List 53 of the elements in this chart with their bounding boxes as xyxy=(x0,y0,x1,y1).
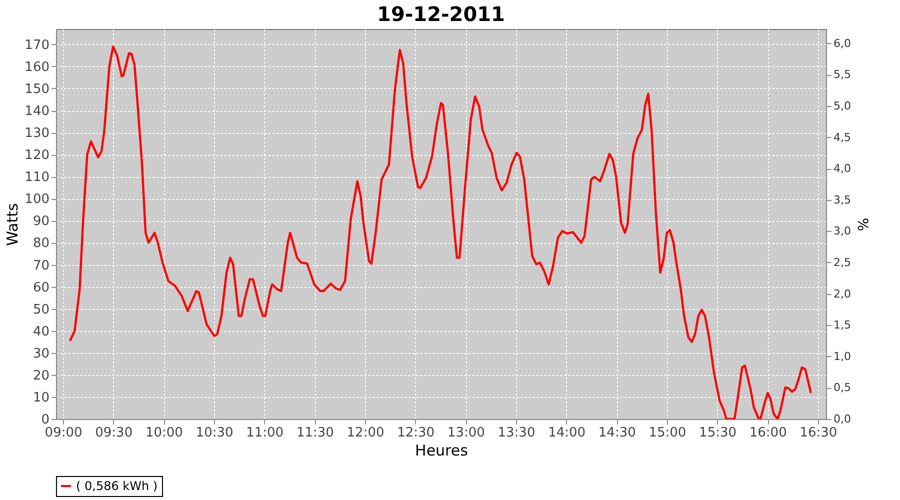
y-tick-label: 30 xyxy=(32,346,50,362)
y-tick-label: 50 xyxy=(32,302,50,318)
x-tick-label: 12:00 xyxy=(346,426,384,440)
y-tick-label: 130 xyxy=(24,126,50,142)
y-axis-title: Watts xyxy=(4,203,22,246)
x-tick-label: 14:00 xyxy=(548,426,586,440)
x-tick-label: 09:30 xyxy=(95,426,133,440)
y-tick-label: 0 xyxy=(41,412,50,428)
y2-tick-label: 2,0 xyxy=(834,287,851,300)
y-tick-label: 10 xyxy=(32,390,50,406)
x-tick-label: 10:00 xyxy=(145,426,183,440)
y2-tick-label: 3,5 xyxy=(834,193,851,206)
x-tick-label: 13:30 xyxy=(498,426,536,440)
y2-tick-label: 5,0 xyxy=(834,100,851,112)
x-tick-label: 11:00 xyxy=(246,426,284,440)
legend-label: ( 0,586 kWh ) xyxy=(76,479,158,493)
y-tick-label: 40 xyxy=(32,324,50,340)
y2-tick-label: 1,5 xyxy=(834,318,851,332)
y2-tick-label: 4,0 xyxy=(834,162,851,176)
y-tick-label: 60 xyxy=(32,280,50,296)
x-tick-label: 16:00 xyxy=(749,426,787,440)
y2-tick-label: 0,0 xyxy=(834,412,851,426)
y-tick-label: 80 xyxy=(32,236,50,252)
x-tick-label: 15:00 xyxy=(648,426,686,440)
x-tick-label: 13:00 xyxy=(447,426,485,440)
y2-axis-title: % xyxy=(854,218,870,232)
y-tick-label: 70 xyxy=(32,258,50,274)
x-tick-label: 15:30 xyxy=(699,426,737,440)
y-tick-label: 110 xyxy=(24,170,50,186)
y2-tick-label: 5,5 xyxy=(834,68,851,82)
y2-tick-label: 3,0 xyxy=(834,224,851,238)
x-tick-label: 10:30 xyxy=(196,426,234,440)
y2-tick-label: 1,0 xyxy=(834,350,851,363)
y-tick-label: 20 xyxy=(32,368,50,384)
x-tick-label: 11:30 xyxy=(296,426,334,440)
y-tick-label: 140 xyxy=(24,104,50,120)
x-tick-label: 09:00 xyxy=(44,426,82,440)
x-tick-label: 16:30 xyxy=(800,426,838,440)
y2-tick-label: 0,5 xyxy=(834,381,851,394)
y-tick-label: 100 xyxy=(24,192,50,208)
y-tick-label: 90 xyxy=(32,214,50,230)
y2-tick-label: 4,5 xyxy=(834,130,851,144)
y-tick-label: 150 xyxy=(24,82,50,97)
y2-tick-label: 2,5 xyxy=(834,256,851,269)
y2-tick-label: 6,0 xyxy=(834,36,851,50)
chart-title: 19-12-2011 xyxy=(377,2,505,26)
y-tick-label: 170 xyxy=(24,38,50,53)
y-tick-label: 160 xyxy=(24,60,50,75)
x-axis-title: Heures xyxy=(415,442,468,460)
x-tick-label: 14:30 xyxy=(598,426,636,440)
line-series xyxy=(68,46,812,419)
y-tick-label: 120 xyxy=(24,148,50,164)
x-tick-label: 12:30 xyxy=(397,426,435,440)
